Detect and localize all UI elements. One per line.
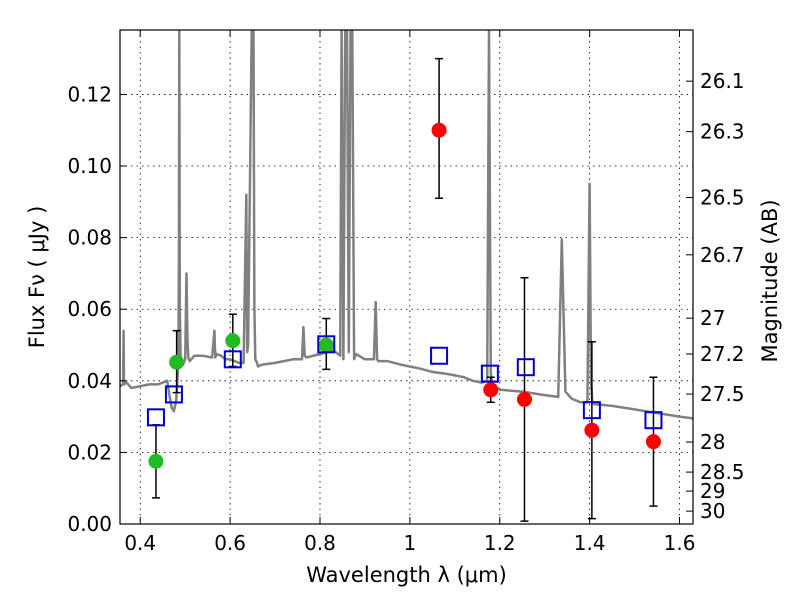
mag-tick-label: 26.3 [700,120,745,144]
plot-area [120,30,693,420]
model-square-point [480,364,499,383]
y-tick-label: 0.06 [67,297,112,321]
x-tick-label: 1.6 [664,531,696,555]
model-square-point [223,350,242,369]
y-tick-label: 0.04 [67,369,112,393]
x-tick-label: 1.4 [574,531,606,555]
y-tick-label: 0.02 [67,440,112,464]
x-tick-label: 0.6 [214,531,246,555]
observed-point [516,391,532,407]
model-square-point [582,401,601,420]
mag-tick-label: 26.5 [700,186,745,210]
mag-tick-label: 28 [700,430,725,454]
mag-tick-label: 30 [700,499,725,523]
model-square-point [516,358,535,377]
observed-point [318,337,334,353]
observed-point [148,453,164,469]
plot-frame [119,29,694,525]
mag-tick-label: 27.2 [700,342,745,366]
y-tick-label: 0.08 [67,226,112,250]
mag-tick-label: 26.1 [700,69,745,93]
right-axis-label: Magnitude (AB) [758,199,782,362]
x-tick-label: 0.4 [124,531,156,555]
y-tick-label: 0.00 [67,512,112,536]
model-spectrum-line [120,30,693,420]
mag-tick-label: 28.5 [700,460,745,484]
mag-tick-label: 29 [700,479,725,503]
observed-point [645,434,661,450]
x-tick-label: 1.2 [484,531,516,555]
model-square-point [317,335,336,354]
mag-tick-label: 27.5 [700,382,745,406]
model-square-point [164,385,183,404]
observed-point [431,122,447,138]
mag-tick-label: 27 [700,306,725,330]
observed-point [169,354,185,370]
observed-point [483,382,499,398]
y-tick-label: 0.10 [67,154,112,178]
model-square-point [146,408,165,427]
x-tick-label: 1 [404,531,417,555]
data-markers [146,57,663,522]
x-tick-label: 0.8 [304,531,336,555]
mag-tick-label: 26.7 [700,243,745,267]
model-square-point [644,411,663,430]
observed-point [225,333,241,349]
x-axis-label: Wavelength λ (μm) [306,563,507,587]
axis-ticks: 0.4 0.6 0.8 1 1.2 1.4 1.6 0.00 0.02 0.04 0.06 0.08 0… [67,30,745,555]
grid-lines [120,30,693,525]
observed-point [584,422,600,438]
y-axis-label: Flux Fν ( μJy ) [25,206,49,349]
model-square-point [430,346,449,365]
y-tick-label: 0.12 [67,82,112,106]
